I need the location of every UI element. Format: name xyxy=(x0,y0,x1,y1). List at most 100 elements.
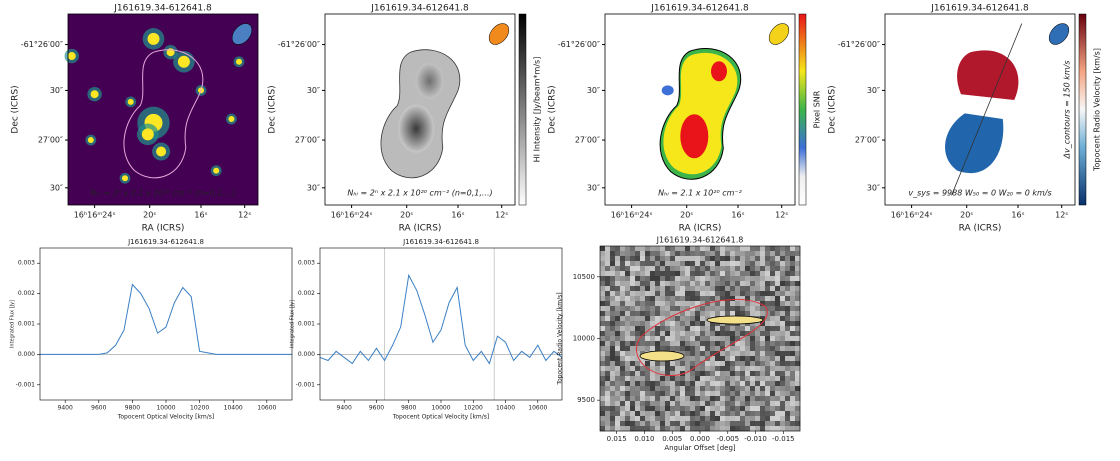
pv-pixel xyxy=(630,356,636,362)
pv-pixel xyxy=(770,396,776,402)
pv-pixel xyxy=(770,251,776,257)
pv-pixel xyxy=(615,251,621,257)
pv-pixel xyxy=(655,311,661,317)
emission-peak xyxy=(177,55,190,68)
pv-pixel xyxy=(605,341,611,347)
pv-pixel xyxy=(750,416,756,422)
pv-pixel xyxy=(695,296,701,302)
pv-pixel xyxy=(730,386,736,392)
pv-pixel xyxy=(790,356,796,362)
pv-pixel xyxy=(740,281,746,287)
pv-pixel xyxy=(605,261,611,267)
pv-pixel xyxy=(750,336,756,342)
pv-pixel xyxy=(725,386,731,392)
pv-pixel xyxy=(635,291,641,297)
pv-pixel xyxy=(715,366,721,372)
pv-pixel xyxy=(670,291,676,297)
pv-pixel xyxy=(645,311,651,317)
pv-pixel xyxy=(735,271,741,277)
pv-pixel xyxy=(630,376,636,382)
pv-pixel xyxy=(605,391,611,397)
pv-pixel xyxy=(615,321,621,327)
pv-pixel xyxy=(630,296,636,302)
pv-pixel xyxy=(705,276,711,282)
pv-pixel xyxy=(630,346,636,352)
pv-pixel xyxy=(760,271,766,277)
spectrum-line xyxy=(40,283,292,355)
pv-pixel xyxy=(765,256,771,262)
pv-pixel xyxy=(650,396,656,402)
pv-pixel xyxy=(675,426,681,432)
pv-pixel xyxy=(625,381,631,387)
pv-pixel xyxy=(670,321,676,327)
y-tick-label: 10000 xyxy=(573,335,595,343)
pv-pixel xyxy=(795,296,801,302)
pv-pixel xyxy=(610,261,616,267)
pv-pixel xyxy=(700,356,706,362)
pv-pixel xyxy=(685,371,691,377)
pv-pixel xyxy=(775,271,781,277)
pv-pixel xyxy=(720,256,726,262)
pv-pixel xyxy=(625,251,631,257)
pv-pixel xyxy=(710,391,716,397)
pv-pixel xyxy=(645,416,651,422)
pv-pixel xyxy=(695,271,701,277)
pv-pixel xyxy=(600,306,606,312)
pv-pixel xyxy=(755,291,761,297)
pv-pixel xyxy=(775,401,781,407)
pv-pixel xyxy=(705,246,711,252)
x-axis-label: Angular Offset [deg] xyxy=(664,444,736,452)
pv-pixel xyxy=(650,406,656,412)
pv-pixel xyxy=(660,306,666,312)
snr-high xyxy=(711,61,727,82)
pv-pixel xyxy=(775,306,781,312)
pv-pixel xyxy=(755,411,761,417)
pv-pixel xyxy=(790,346,796,352)
pv-pixel xyxy=(625,271,631,277)
pv-pixel xyxy=(795,371,801,377)
pv-pixel xyxy=(780,276,786,282)
pv-pixel xyxy=(740,301,746,307)
pv-pixel xyxy=(710,301,716,307)
pv-pixel xyxy=(670,246,676,252)
pv-pixel xyxy=(640,296,646,302)
pv-pixel xyxy=(655,251,661,257)
pv-pixel xyxy=(600,386,606,392)
pv-pixel xyxy=(630,256,636,262)
pv-pixel xyxy=(670,371,676,377)
pv-pixel xyxy=(615,296,621,302)
panel-title: J161619.34-612641.8 xyxy=(370,4,469,14)
x-tick-label: 0.010 xyxy=(634,435,654,443)
pv-pixel xyxy=(650,276,656,282)
pv-pixel xyxy=(700,416,706,422)
pv-pixel xyxy=(630,421,636,427)
y-tick-label: 27′00″ xyxy=(295,136,320,145)
pv-pixel xyxy=(605,246,611,252)
y-tick-label: 0.001 xyxy=(18,321,35,328)
pv-pixel xyxy=(675,326,681,332)
pv-pixel xyxy=(705,306,711,312)
pv-pixel xyxy=(685,386,691,392)
pv-pixel xyxy=(660,426,666,432)
pv-pixel xyxy=(610,386,616,392)
pv-pixel xyxy=(715,331,721,337)
pv-pixel xyxy=(710,276,716,282)
pv-pixel xyxy=(760,371,766,377)
pv-pixel xyxy=(670,346,676,352)
pv-pixel xyxy=(635,396,641,402)
pv-pixel xyxy=(645,331,651,337)
pv-pixel xyxy=(620,281,626,287)
pv-pixel xyxy=(785,421,791,427)
pv-pixel xyxy=(610,291,616,297)
pv-pixel xyxy=(705,376,711,382)
pv-pixel xyxy=(670,306,676,312)
pv-pixel xyxy=(610,266,616,272)
x-tick-label: 9600 xyxy=(91,405,106,412)
pv-pixel xyxy=(710,291,716,297)
pv-pixel xyxy=(740,266,746,272)
pv-pixel xyxy=(795,421,801,427)
pv-pixel xyxy=(745,296,751,302)
x-tick-label: 9400 xyxy=(58,405,73,412)
pv-pixel xyxy=(655,331,661,337)
pv-pixel xyxy=(695,381,701,387)
